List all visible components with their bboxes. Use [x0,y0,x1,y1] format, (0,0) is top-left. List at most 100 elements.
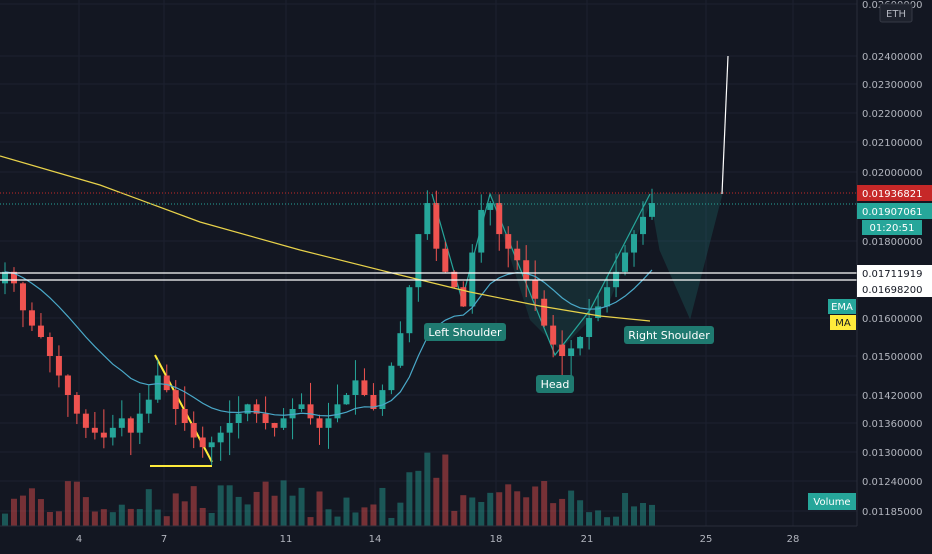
currency-label: ETH [886,9,906,20]
candle-body [550,325,557,345]
volume-bar [361,507,368,526]
time-tick: 25 [700,534,713,545]
volume-bar [136,509,143,526]
price-tick: 0.02200000 [862,109,922,120]
volume-bar [334,516,341,526]
volume-bar [253,491,260,526]
volume-bar [469,497,476,526]
volume-bar [316,491,323,526]
candle-body [487,203,494,210]
price-axis[interactable] [857,0,932,526]
price-tick: 0.01185000 [862,507,922,518]
price-tick: 0.01360000 [862,419,922,430]
volume-bar [127,508,134,526]
candle-body [145,399,152,414]
ema-line [4,269,653,417]
volume-bar [181,501,188,526]
volume-bar [577,500,584,526]
level-lower-label: 0.01698200 [862,285,922,296]
volume-bar [235,496,242,526]
right-shoulder-label: Right Shoulder [628,329,710,342]
candle-body [523,260,530,280]
volume-badge[interactable]: Volume [808,493,856,510]
volume-bar [28,488,35,526]
candle-body [235,413,242,423]
candle-body [226,423,233,433]
volume-bar [460,495,467,526]
price-tick: 0.02100000 [862,138,922,149]
candle-body [118,418,125,428]
volume-bar [208,512,215,526]
candle-body [424,203,431,235]
right-shoulder-annotation: Right Shoulder [624,326,714,344]
volume-bars [2,452,655,526]
candle-body [316,418,323,428]
volume-bar [514,491,521,526]
ma-label: MA [835,318,851,329]
ema-badge[interactable]: EMA [828,299,856,314]
volume-bar [568,490,575,526]
volume-bar [586,512,593,526]
volume-bar [613,516,620,526]
candle-body [397,333,404,366]
volume-bar [622,493,629,526]
candle-body [10,271,17,284]
candle-body [127,418,134,433]
volume-bar [532,486,539,526]
price-tick: 0.02300000 [862,80,922,91]
volume-bar [91,511,98,526]
last-price-tag: 0.01907061 01:20:51 [857,203,932,235]
candle-body [541,298,548,326]
left-shoulder-annotation: Left Shoulder [424,323,506,341]
candle-body [595,306,602,318]
candle-body [604,287,611,307]
candle-body [361,380,368,395]
candle-body [442,248,449,272]
volume-label: Volume [813,497,850,508]
candle-body [280,418,287,428]
volume-bar [388,517,395,526]
candle-body [514,248,521,261]
volume-bar [2,513,8,526]
candle-body [37,325,44,337]
candle-body [640,216,647,235]
volume-bar [19,495,26,526]
candle-body [460,287,467,307]
time-tick: 4 [76,534,82,545]
candle-body [433,203,440,249]
price-tick: 0.02400000 [862,52,922,63]
candle-body [334,404,341,419]
volume-bar [496,492,503,526]
volume-bar [109,512,116,526]
volume-bar [100,509,107,526]
volume-bar [73,481,80,526]
candle-body [298,404,305,409]
volume-bar [352,512,359,526]
level-upper-label: 0.01711919 [862,269,922,280]
candle-body [208,442,215,448]
level-lower-tag: 0.01698200 [857,281,932,297]
candle-body [19,283,26,311]
last-price-label: 0.01907061 [862,207,922,218]
time-axis-ticks: 4 7 11 14 18 21 25 28 [76,534,800,545]
price-tick: 0.01500000 [862,352,922,363]
pattern-drawings [150,55,729,467]
candle-body [586,318,593,337]
candle-body [577,337,584,349]
candle-body [172,390,179,409]
ma-badge[interactable]: MA [830,315,856,330]
volume-bar [280,480,287,526]
countdown-label: 01:20:51 [870,223,915,234]
head-annotation: Head [536,375,574,393]
left-shoulder-label: Left Shoulder [428,326,502,339]
candle-body [406,287,413,334]
volume-bar [487,492,494,526]
volume-bar [37,499,44,526]
volume-bar [505,484,512,526]
candle-body [388,365,395,391]
candle-body [64,375,71,395]
candle-body [190,423,197,438]
price-tick: 0.01240000 [862,477,922,488]
